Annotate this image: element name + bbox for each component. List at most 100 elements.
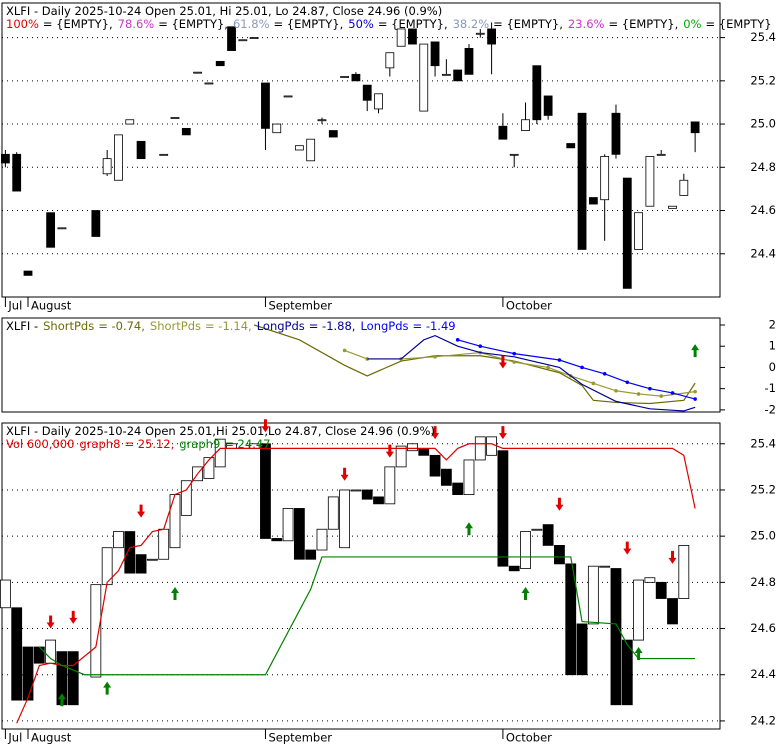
candle-body (124, 531, 136, 574)
candle-body (634, 212, 643, 250)
candle-body (498, 125, 508, 140)
panel-header: XLFI - ShortPds = -0.74, ShortPds = -1.14, Lo… (6, 319, 456, 333)
fib-level: 23.6% (568, 17, 605, 31)
y-tick-label: 25.2 (750, 73, 776, 87)
candle-body (610, 568, 622, 706)
fib-level: 78.6% (118, 17, 155, 31)
signal-arrow (170, 586, 179, 600)
candle-body (158, 528, 170, 560)
candle-body (542, 524, 554, 546)
candle-body (487, 28, 496, 45)
x-tick-label: August (31, 299, 72, 313)
signal-arrow (498, 426, 507, 440)
series-marker (512, 360, 517, 364)
fib-level: 61.8% (233, 17, 270, 31)
candle-body (497, 450, 509, 567)
series-marker (580, 365, 584, 370)
candle-body (667, 598, 678, 625)
series-marker (614, 388, 618, 393)
panel-title: XLFI - (6, 319, 38, 333)
candle-body (566, 143, 576, 149)
candle-body (306, 138, 316, 162)
x-tick-label: September (268, 299, 332, 313)
candle-body (102, 158, 112, 175)
fib-value: = {EMPTY}, (43, 17, 113, 31)
candle-body (114, 134, 123, 181)
candle-body (464, 47, 474, 75)
candle-body (260, 443, 271, 539)
signal-arrow (498, 355, 507, 369)
y-tick-label: 24.4 (750, 667, 776, 681)
legend-name: LongPds (360, 319, 408, 333)
signal-arrow (521, 586, 530, 600)
y-tick-label: 24.4 (750, 246, 776, 260)
candle-body (374, 93, 383, 110)
series-marker (546, 365, 550, 370)
candle-body (350, 489, 362, 492)
candle-body (67, 651, 79, 706)
panel-header: XLFI - Daily 2025-10-24 Open 25.01,Hi 25… (6, 424, 435, 438)
candle-body (238, 39, 248, 42)
candle-body (327, 496, 339, 530)
candle-body (577, 112, 587, 250)
series-marker (648, 386, 652, 391)
candle-body (621, 639, 633, 706)
x-tick-label: September (268, 731, 332, 745)
x-tick-label: October (506, 731, 552, 745)
candle-body (283, 95, 293, 98)
candle-body (441, 73, 451, 76)
candle-body (249, 37, 259, 39)
series-marker (455, 338, 460, 342)
candle-body (452, 482, 464, 495)
candle-body (57, 227, 67, 230)
legend-name: LongPds (257, 319, 305, 333)
y-tick-label: 25.2 (750, 482, 776, 496)
candle-body (181, 127, 191, 136)
series-marker (591, 381, 596, 386)
candle-body (486, 436, 497, 456)
signal-arrow (464, 522, 473, 536)
candle-body (316, 528, 328, 551)
candle-body (474, 436, 486, 461)
y-tick-label: 25.0 (750, 117, 776, 131)
candle-body (644, 577, 656, 583)
series-marker (433, 355, 437, 359)
fib-level: 0% (683, 17, 701, 31)
candle-body (294, 145, 304, 151)
candle-body (271, 538, 283, 542)
candle-body (588, 197, 598, 205)
legend-value: = -0.74, (98, 319, 145, 333)
legend-value: = -1.88, (309, 319, 356, 333)
candle-body (554, 545, 565, 565)
candle-body (622, 177, 632, 289)
candle-body (531, 528, 543, 531)
series-marker (512, 351, 517, 356)
candle-body (668, 205, 677, 209)
fib-value: = {EMPTY}, (274, 17, 344, 31)
signal-arrow (137, 504, 146, 518)
candle-body (429, 454, 441, 477)
signal-arrow (668, 550, 677, 564)
candle-body (362, 84, 372, 101)
series-marker (659, 394, 664, 398)
panel-frame (1, 317, 721, 413)
candle-body (22, 646, 34, 701)
panel-title: XLFI - Daily 2025-10-24 Open 25.01, Hi 2… (6, 4, 442, 18)
y-tick-label: 1 (769, 339, 776, 353)
candle-body (227, 26, 236, 51)
candle-body (384, 466, 396, 505)
y-tick-label: -1 (765, 381, 776, 395)
candle-body (576, 623, 588, 676)
y-tick-label: 0 (769, 360, 776, 374)
series-marker (557, 358, 562, 362)
candle-body (125, 119, 135, 125)
candle-body (690, 121, 700, 134)
candle-body (521, 119, 530, 131)
x-tick-label: Jul (7, 299, 22, 313)
signal-arrow (340, 467, 349, 481)
candle-body (261, 82, 270, 129)
signal-arrow (385, 444, 394, 458)
y-tick-label: 24.6 (750, 621, 776, 635)
y-tick-label: 24.2 (750, 713, 776, 727)
